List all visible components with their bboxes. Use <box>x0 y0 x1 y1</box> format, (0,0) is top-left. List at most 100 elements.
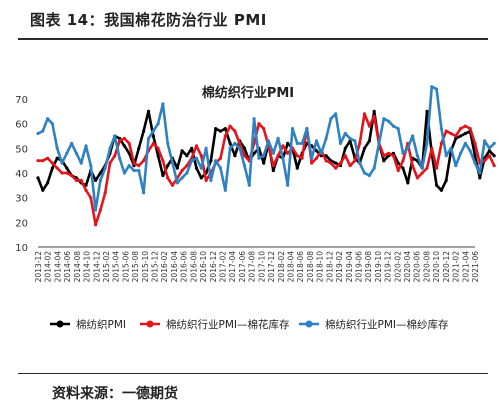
data-point <box>387 151 391 155</box>
data-point <box>343 154 347 158</box>
data-point <box>295 166 299 170</box>
source-note: 资料来源：一德期货 <box>52 386 178 402</box>
data-point <box>238 146 242 150</box>
data-point <box>411 134 415 138</box>
data-point <box>146 136 151 141</box>
x-tick-label: 2019-06 <box>354 251 363 283</box>
x-tick-label: 2014-12 <box>92 251 101 283</box>
y-tick-label: 30 <box>15 194 28 205</box>
x-tick-label: 2017-04 <box>228 251 237 283</box>
data-point <box>444 154 448 158</box>
data-point <box>41 159 45 163</box>
data-point <box>372 166 376 170</box>
data-point <box>103 166 107 170</box>
data-point <box>199 166 203 170</box>
data-point <box>353 139 357 143</box>
data-point <box>46 156 50 160</box>
x-tick-label: 2016-02 <box>160 251 169 283</box>
data-point <box>387 119 391 123</box>
data-point <box>262 127 266 131</box>
data-point <box>55 156 59 160</box>
data-point <box>338 161 343 165</box>
data-point <box>468 149 472 153</box>
data-point <box>338 141 343 145</box>
data-point <box>487 149 491 153</box>
data-point <box>367 173 371 178</box>
data-point <box>329 117 333 121</box>
x-tick-labels: 2013-12 2014-02 2014-04 2014-06 2014-08 2014-… <box>34 251 480 283</box>
x-tick-label: 2018-08 <box>306 251 315 283</box>
data-point <box>286 151 290 155</box>
data-point <box>190 146 194 150</box>
data-point <box>314 139 319 143</box>
data-point <box>382 154 386 158</box>
x-tick-label: 2015-06 <box>121 251 130 283</box>
data-point <box>435 166 439 170</box>
data-point <box>142 129 146 133</box>
data-point <box>142 159 146 163</box>
data-point <box>396 168 400 173</box>
data-point <box>362 146 367 150</box>
data-point <box>233 141 237 145</box>
data-point <box>156 122 160 126</box>
data-point <box>487 154 491 158</box>
header-rule <box>18 38 488 40</box>
y-tick-label: 70 <box>15 95 28 106</box>
data-point <box>127 164 131 168</box>
data-point <box>425 141 429 145</box>
data-point <box>113 134 117 138</box>
data-point <box>185 164 189 168</box>
data-point <box>74 178 78 182</box>
data-point <box>463 141 467 145</box>
data-point <box>65 151 69 155</box>
data-point <box>108 161 112 165</box>
data-point <box>113 154 117 158</box>
data-point <box>190 159 194 163</box>
data-point <box>310 156 314 160</box>
data-point <box>459 127 463 131</box>
data-point <box>487 146 491 150</box>
data-point <box>492 164 496 168</box>
data-point <box>242 146 247 150</box>
data-point <box>36 131 40 136</box>
data-point <box>290 127 295 131</box>
x-tick-label: 2019-12 <box>384 251 393 283</box>
data-point <box>430 146 434 150</box>
data-point <box>46 117 50 121</box>
data-point <box>262 154 266 158</box>
data-point <box>391 124 395 128</box>
data-point <box>271 164 275 168</box>
data-point <box>218 156 223 160</box>
data-point <box>377 141 381 145</box>
x-tick-label: 2018-02 <box>277 251 286 283</box>
data-point <box>194 156 199 160</box>
data-point <box>151 129 155 133</box>
data-point <box>463 131 467 136</box>
data-point <box>70 173 74 178</box>
data-point <box>161 159 165 163</box>
x-tick-label: 2016-08 <box>189 251 198 283</box>
data-point <box>137 146 141 150</box>
data-point <box>228 141 232 145</box>
data-point <box>98 171 102 175</box>
data-point <box>161 173 165 178</box>
data-point <box>84 144 88 148</box>
data-point <box>209 178 213 182</box>
x-tick-label: 2018-10 <box>316 251 325 283</box>
data-point <box>367 124 371 128</box>
data-point <box>122 144 126 148</box>
legend-label: 棉纺织行业PMI—棉花库存 <box>166 318 290 331</box>
data-point <box>118 156 122 160</box>
data-point <box>300 141 304 145</box>
data-point <box>439 188 443 192</box>
data-point <box>137 168 141 173</box>
data-point <box>175 181 179 185</box>
data-point <box>439 127 443 131</box>
data-point <box>41 129 45 133</box>
data-point <box>478 171 482 175</box>
data-point <box>473 141 477 145</box>
data-point <box>180 168 184 173</box>
data-point <box>425 166 429 170</box>
data-point <box>233 154 237 158</box>
data-point <box>252 117 256 121</box>
